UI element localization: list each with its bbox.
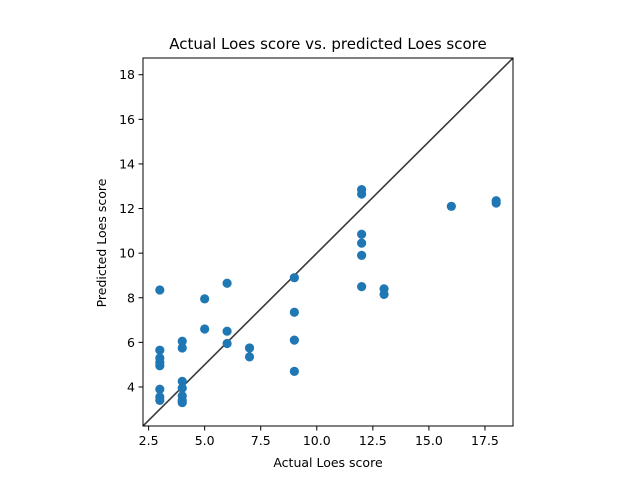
data-point xyxy=(200,294,210,304)
data-point xyxy=(155,285,165,295)
x-tick-label: 15.0 xyxy=(415,433,443,448)
data-point xyxy=(200,324,210,334)
data-point xyxy=(357,229,367,239)
data-point xyxy=(222,326,232,336)
data-point xyxy=(177,383,187,393)
data-point xyxy=(177,336,187,346)
data-point xyxy=(289,273,299,283)
x-tick-label: 2.5 xyxy=(139,433,159,448)
y-axis-label: Predicted Loes score xyxy=(94,178,109,307)
data-point xyxy=(289,307,299,317)
data-point xyxy=(357,282,367,292)
data-point xyxy=(155,395,165,405)
data-point xyxy=(491,198,501,208)
x-tick-label: 5.0 xyxy=(195,433,215,448)
y-tick-label: 6 xyxy=(127,335,135,350)
y-tick-label: 8 xyxy=(127,290,135,305)
x-axis-label: Actual Loes score xyxy=(273,455,383,470)
data-point xyxy=(177,343,187,353)
y-tick-label: 4 xyxy=(127,379,135,394)
data-point xyxy=(379,289,389,300)
y-tick-label: 16 xyxy=(119,112,135,127)
plot-area xyxy=(142,57,514,427)
data-point xyxy=(446,201,456,211)
data-point xyxy=(357,189,367,199)
x-tick-label: 12.5 xyxy=(359,433,387,448)
data-point xyxy=(177,397,187,408)
data-point xyxy=(244,352,255,362)
data-point xyxy=(357,238,367,248)
data-point xyxy=(222,338,232,349)
data-point xyxy=(357,250,367,260)
y-tick-label: 18 xyxy=(119,67,135,82)
data-point xyxy=(222,278,232,288)
data-point xyxy=(177,376,187,386)
data-point xyxy=(155,345,165,355)
identity-reference-line xyxy=(143,58,513,426)
data-point xyxy=(155,384,165,394)
y-tick-label: 10 xyxy=(119,246,135,261)
data-point xyxy=(155,361,165,371)
y-tick-label: 12 xyxy=(119,201,135,216)
data-point xyxy=(289,366,299,376)
x-tick-label: 7.5 xyxy=(251,433,271,448)
chart-title: Actual Loes score vs. predicted Loes sco… xyxy=(169,35,486,53)
x-tick-label: 10.0 xyxy=(303,433,331,448)
data-point xyxy=(244,343,255,353)
data-point xyxy=(289,335,299,345)
plot-frame xyxy=(142,57,514,427)
axis-ticks: 2.5 5.0 7.5 10.0 12.5 15.0 17.5 4 6 8 10 12 14 16 18 xyxy=(119,67,499,448)
y-tick-label: 14 xyxy=(119,156,135,171)
x-tick-label: 17.5 xyxy=(471,433,499,448)
